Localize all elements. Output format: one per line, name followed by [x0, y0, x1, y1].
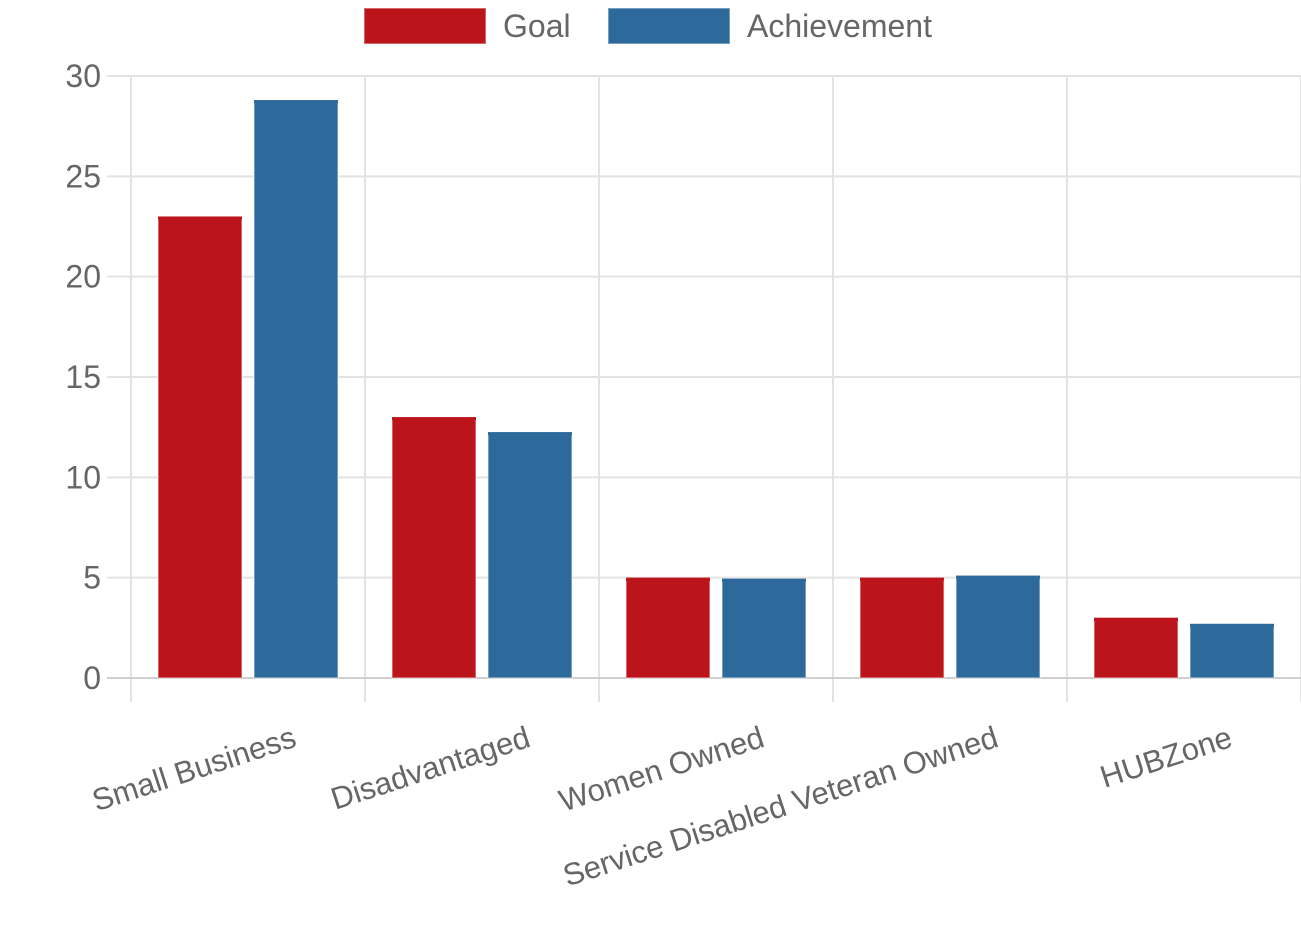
- bar-goal-hubzone[interactable]: [1093, 616, 1179, 679]
- bar-goal-service-disabled-veteran-owned[interactable]: [859, 576, 945, 680]
- y-tick-label: 5: [83, 560, 101, 596]
- legend-label-achievement[interactable]: Achievement: [747, 8, 932, 44]
- bar-achievement-women-owned[interactable]: [721, 577, 807, 679]
- legend: Goal Achievement: [363, 7, 932, 45]
- legend-swatch-achievement[interactable]: [607, 7, 731, 45]
- legend-label-goal[interactable]: Goal: [503, 8, 571, 44]
- bar-achievement-service-disabled-veteran-owned[interactable]: [955, 574, 1041, 679]
- bar-achievement-hubzone[interactable]: [1189, 622, 1275, 680]
- bar-goal-disadvantaged[interactable]: [391, 416, 477, 679]
- x-category-label: Small Business: [88, 719, 300, 818]
- bar-goal-women-owned[interactable]: [625, 576, 711, 680]
- bar-goal-small-business[interactable]: [157, 215, 243, 679]
- bar-achievement-disadvantaged[interactable]: [487, 431, 573, 679]
- x-category-label: Service Disabled Veteran Owned: [559, 719, 1002, 893]
- x-category-label: Disadvantaged: [327, 719, 535, 816]
- x-category-label: HUBZone: [1096, 719, 1236, 794]
- bar-achievement-small-business[interactable]: [253, 99, 339, 679]
- y-axis-tick-labels: 0 5 10 15 20 25 30: [65, 58, 101, 696]
- y-tick-label: 20: [65, 259, 101, 295]
- bars: [157, 99, 1275, 680]
- y-tick-label: 30: [65, 58, 101, 94]
- x-axis-category-labels: Small Business Disadvantaged Women OwnedSe…: [88, 719, 1236, 893]
- y-tick-label: 10: [65, 459, 101, 495]
- y-tick-label: 15: [65, 359, 101, 395]
- y-tick-label: 25: [65, 158, 101, 194]
- legend-swatch-goal[interactable]: [363, 7, 487, 45]
- y-tick-label: 0: [83, 660, 101, 696]
